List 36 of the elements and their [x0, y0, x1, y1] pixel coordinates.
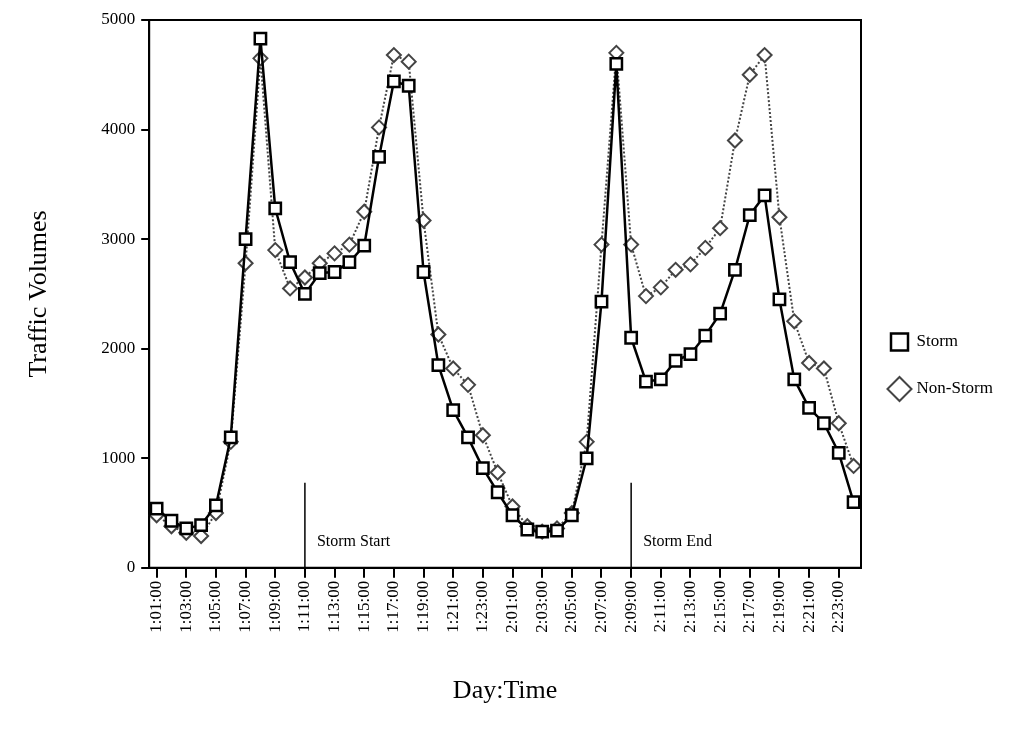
ref-line-label: Storm End [643, 531, 713, 549]
x-tick-label: 2:15:00 [709, 580, 729, 633]
x-tick-label: 1:13:00 [324, 580, 344, 633]
x-tick-label: 2:19:00 [768, 580, 788, 633]
x-tick-label: 1:05:00 [205, 580, 225, 633]
y-tick-label: 1000 [101, 447, 136, 467]
y-tick-label: 0 [126, 557, 136, 577]
x-tick-label: 2:11:00 [650, 580, 670, 633]
x-tick-label: 2:21:00 [798, 580, 818, 633]
x-tick-label: 1:01:00 [146, 580, 166, 633]
x-tick-label: 1:23:00 [472, 580, 492, 633]
x-tick-label: 2:01:00 [501, 580, 521, 633]
x-tick-label: 1:19:00 [413, 580, 433, 633]
x-tick-label: 1:15:00 [353, 580, 373, 633]
x-tick-label: 2:05:00 [561, 580, 581, 633]
x-tick-label: 2:03:00 [531, 580, 551, 633]
x-tick-label: 1:07:00 [235, 580, 255, 633]
x-tick-label: 2:07:00 [590, 580, 610, 633]
x-tick-label: 1:21:00 [442, 580, 462, 633]
x-tick-label: 1:17:00 [383, 580, 403, 633]
y-tick-label: 3000 [101, 228, 136, 248]
y-tick-label: 4000 [101, 119, 136, 139]
x-tick-label: 1:03:00 [175, 580, 195, 633]
x-tick-label: 1:11:00 [294, 580, 314, 633]
y-tick-label: 2000 [101, 338, 136, 358]
x-tick-label: 1:09:00 [264, 580, 284, 633]
legend-label: Storm [916, 331, 959, 351]
x-tick-label: 2:17:00 [739, 580, 759, 633]
x-axis-title: Day:Time [452, 675, 558, 705]
y-axis-title: Traffic Volumes [23, 210, 53, 378]
x-tick-label: 2:09:00 [620, 580, 640, 633]
x-tick-label: 2:23:00 [828, 580, 848, 633]
y-tick-label: 5000 [101, 9, 136, 29]
x-tick-label: 2:13:00 [679, 580, 699, 633]
ref-line-label: Storm Start [316, 531, 391, 549]
legend-label: Non-Storm [916, 378, 993, 398]
